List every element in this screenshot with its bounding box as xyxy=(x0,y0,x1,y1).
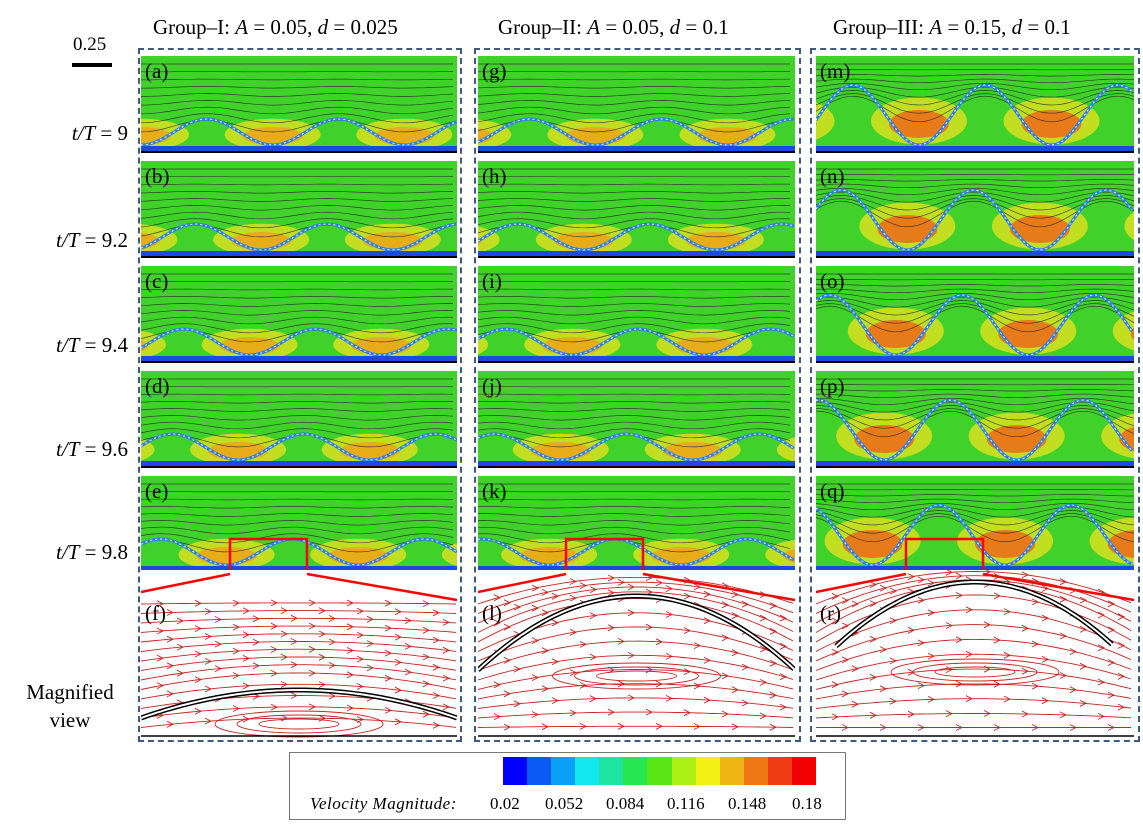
row-label-2: t/T = 9.2 xyxy=(56,228,128,252)
group-3-title: Group–III: A = 0.15, d = 0.1 xyxy=(833,15,1071,39)
panel-label: (i) xyxy=(482,269,502,293)
panel-label: (q) xyxy=(820,479,845,503)
colorbar-tick-4: 0.148 xyxy=(728,794,767,813)
panel-label: (h) xyxy=(482,164,507,188)
colorbar-swatch xyxy=(743,757,769,785)
colorbar-swatch xyxy=(599,757,624,785)
flow-field-panel: (i) xyxy=(478,266,795,363)
magnified-line-1: Magnified xyxy=(26,680,114,704)
colorbar-tick-2: 0.084 xyxy=(606,794,645,813)
flow-field-panel: (j) xyxy=(478,371,795,468)
colorbar-swatch xyxy=(767,757,793,785)
magnified-view-label: Magnified view xyxy=(8,678,132,734)
magnified-panel: (l) xyxy=(478,570,795,738)
flow-field-panel: (c) xyxy=(141,266,457,363)
flow-field-panel: (n) xyxy=(816,161,1134,258)
flow-field-panel: (o) xyxy=(816,266,1134,363)
flow-field-panel: (b) xyxy=(141,161,457,258)
panel-label: (p) xyxy=(820,374,845,398)
flow-field-panel: (g) xyxy=(478,56,795,153)
panel-label: (e) xyxy=(145,479,168,503)
flow-field-panel: (k) xyxy=(478,476,795,573)
colorbar-swatch xyxy=(503,757,528,785)
colorbar-tick-1: 0.052 xyxy=(545,794,584,813)
colorbar-swatch xyxy=(719,757,745,785)
panel-label: (l) xyxy=(482,601,502,625)
flow-field-panel: (m) xyxy=(816,56,1134,153)
flow-field-panel: (h) xyxy=(478,161,795,258)
colorbar-swatch xyxy=(551,757,576,785)
row-label-4: t/T = 9.6 xyxy=(56,437,128,461)
group-1-frame xyxy=(138,48,462,742)
colorbar-swatch xyxy=(671,757,697,785)
flow-field-panel: (d) xyxy=(141,371,457,468)
scale-label: 0.25 xyxy=(73,34,107,55)
scale-bar xyxy=(72,63,112,67)
group-2-title: Group–II: A = 0.05, d = 0.1 xyxy=(498,15,729,39)
magnified-panel: (f) xyxy=(141,570,457,738)
colorbar-tick-5: 0.18 xyxy=(792,794,822,813)
colorbar-swatch xyxy=(695,757,721,785)
colorbar-swatch xyxy=(623,757,648,785)
panel-label: (g) xyxy=(482,59,507,83)
magnified-line-2: view xyxy=(49,708,91,732)
colorbar-swatch xyxy=(791,757,817,785)
colorbar-title: Velocity Magnitude: xyxy=(310,794,457,813)
panel-label: (j) xyxy=(482,374,502,398)
panel-label: (k) xyxy=(482,479,507,503)
flow-field-panel: (a) xyxy=(141,56,457,153)
flow-field-panel: (q) xyxy=(816,476,1134,573)
panel-label: (n) xyxy=(820,164,845,188)
panel-label: (c) xyxy=(145,269,168,293)
panel-label: (o) xyxy=(820,269,845,293)
colorbar-tick-0: 0.02 xyxy=(490,794,520,813)
row-label-1: t/T = 9 xyxy=(71,121,128,145)
colorbar-swatch xyxy=(527,757,552,785)
colorbar-swatch xyxy=(575,757,600,785)
row-label-3: t/T = 9.4 xyxy=(56,333,128,357)
flow-field-panel: (e) xyxy=(141,476,457,573)
group-2-frame xyxy=(474,48,801,742)
group-1-title: Group–I: A = 0.05, d = 0.025 xyxy=(153,15,398,39)
panel-label: (m) xyxy=(820,59,850,83)
panel-label: (f) xyxy=(145,601,166,625)
panel-label: (d) xyxy=(145,374,170,398)
row-label-5: t/T = 9.8 xyxy=(56,540,128,564)
panel-label: (b) xyxy=(145,164,170,188)
panel-label: (a) xyxy=(145,59,168,83)
magnified-panel: (r) xyxy=(816,570,1134,738)
group-3-frame xyxy=(810,48,1140,742)
flow-field-panel: (p) xyxy=(816,371,1134,468)
colorbar-swatch xyxy=(647,757,673,785)
panel-label: (r) xyxy=(820,601,841,625)
colorbar-tick-3: 0.116 xyxy=(667,794,705,813)
